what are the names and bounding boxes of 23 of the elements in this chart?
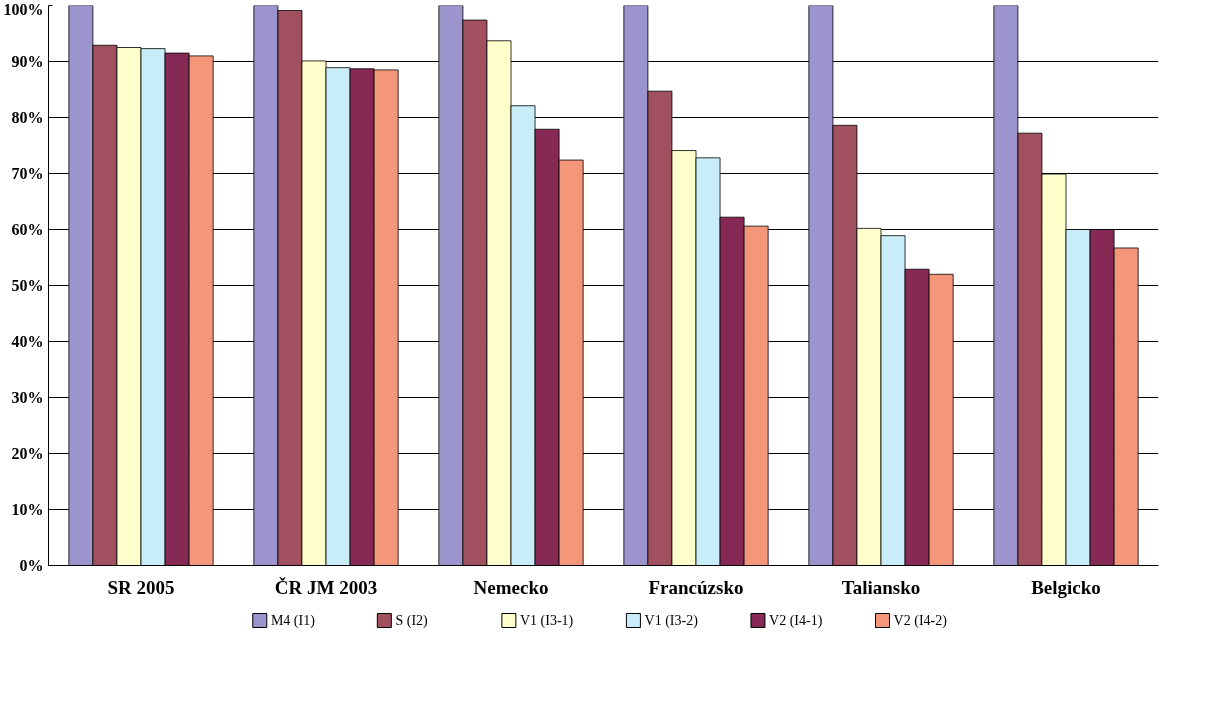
x-tick-label: Francúzsko bbox=[648, 576, 744, 598]
x-tick-label: Taliansko bbox=[841, 576, 921, 598]
x-tick-label: Nemecko bbox=[473, 576, 549, 598]
legend-label: V1 (I3-1) bbox=[519, 613, 574, 629]
legend-label: V1 (I3-2) bbox=[644, 613, 699, 629]
x-tick-label: SR 2005 bbox=[107, 576, 175, 598]
legend-label: V2 (I4-2) bbox=[893, 613, 948, 629]
legend-label: S (I2) bbox=[395, 613, 429, 629]
y-tick-label: 100% bbox=[3, 0, 44, 18]
y-tick-label: 80% bbox=[11, 109, 44, 126]
y-tick-label: 20% bbox=[11, 445, 44, 462]
y-tick-label: 10% bbox=[11, 501, 44, 518]
y-tick-label: 60% bbox=[11, 221, 44, 238]
legend-label: V2 (I4-1) bbox=[769, 613, 823, 629]
y-tick-label: 70% bbox=[11, 165, 44, 182]
y-tick-label: 0% bbox=[19, 557, 44, 574]
y-tick-label: 30% bbox=[11, 389, 44, 406]
y-tick-label: 90% bbox=[11, 53, 44, 70]
x-tick-label: Belgicko bbox=[1031, 576, 1101, 598]
y-tick-label: 50% bbox=[11, 277, 44, 294]
legend-label: M4 (I1) bbox=[270, 613, 316, 629]
x-tick-label: ČR JM 2003 bbox=[274, 576, 378, 598]
y-tick-label: 40% bbox=[11, 333, 44, 350]
